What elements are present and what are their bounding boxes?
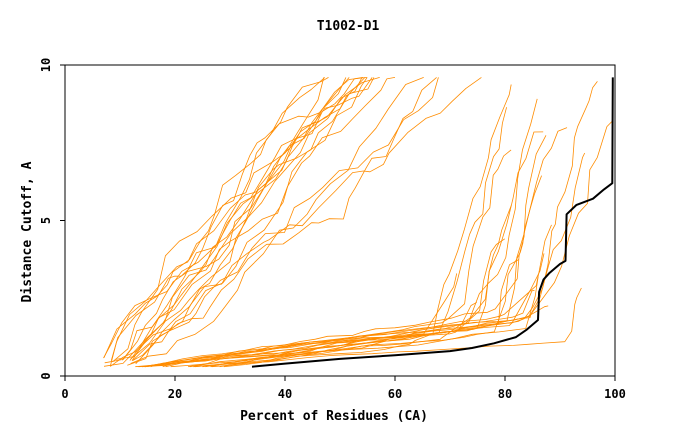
background-series-line	[202, 305, 549, 368]
background-series-line	[211, 84, 512, 368]
background-series-line	[132, 77, 439, 362]
background-series-line	[132, 77, 368, 361]
series-layer	[103, 77, 614, 368]
background-series-line	[109, 77, 347, 367]
highlight-series-line	[251, 77, 614, 368]
background-series-line	[130, 77, 363, 360]
x-tick-label: 80	[498, 387, 512, 401]
background-series-line	[144, 149, 512, 368]
background-series-line	[127, 77, 437, 366]
background-series-line	[109, 77, 482, 367]
x-tick-label: 20	[168, 387, 182, 401]
background-series-line	[115, 77, 366, 360]
background-series-line	[142, 81, 598, 368]
background-series-line	[135, 224, 552, 368]
background-series-line	[121, 77, 396, 361]
y-tick-label: 5	[39, 217, 53, 224]
y-tick-label: 10	[39, 58, 53, 72]
background-series-line	[143, 135, 547, 368]
tick-layer: 0 20 40 60 80 100 0 5 10	[39, 58, 626, 401]
background-series-line	[142, 152, 586, 368]
plot-frame	[64, 64, 616, 377]
background-series-line	[103, 77, 364, 359]
background-series-line	[129, 77, 326, 361]
background-series-line	[103, 77, 329, 358]
background-series-line	[162, 238, 506, 368]
background-series-line	[138, 107, 507, 368]
background-series-line	[188, 301, 477, 368]
x-tick-label: 60	[388, 387, 402, 401]
background-series-line	[110, 77, 350, 361]
x-axis-label: Percent of Residues (CA)	[240, 409, 428, 424]
background-series-line	[112, 77, 325, 363]
chart-title: T1002-D1	[317, 19, 380, 34]
background-series-line	[145, 290, 535, 368]
x-tick-label: 0	[61, 387, 68, 401]
background-series-line	[103, 77, 380, 367]
background-series-line	[165, 253, 545, 368]
y-axis-label: Distance Cutoff, A	[20, 161, 35, 302]
background-series-line	[223, 276, 539, 368]
background-series-line	[130, 77, 424, 364]
y-tick-label: 0	[39, 372, 53, 379]
background-series-line	[210, 175, 542, 368]
x-tick-label: 100	[604, 387, 626, 401]
x-tick-label: 40	[278, 387, 292, 401]
background-series-line	[135, 77, 375, 365]
background-series-line	[104, 77, 373, 364]
